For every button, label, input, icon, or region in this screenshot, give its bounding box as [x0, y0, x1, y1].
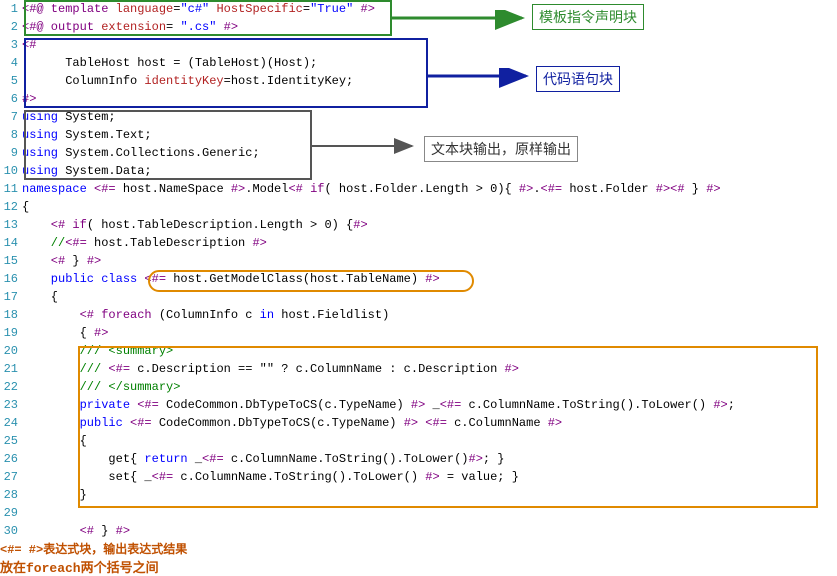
line-number: 30 [0, 522, 18, 540]
line-number: 2 [0, 18, 18, 36]
line-number: 7 [0, 108, 18, 126]
line-number: 17 [0, 288, 18, 306]
line-number: 15 [0, 252, 18, 270]
callout-text-output: 文本块输出，原样输出 [424, 136, 578, 162]
callout-template-directive: 模板指令声明块 [532, 4, 644, 30]
callout-foreach: 放在foreach两个括号之间 [0, 557, 837, 576]
line-number: 4 [0, 54, 18, 72]
line-number: 8 [0, 126, 18, 144]
line-number: 11 [0, 180, 18, 198]
line-number: 12 [0, 198, 18, 216]
line-number: 21 [0, 360, 18, 378]
line-number: 29 [0, 504, 18, 522]
line-number: 13 [0, 216, 18, 234]
line-number: 3 [0, 36, 18, 54]
code-line: <#@ template language="c#" HostSpecific=… [22, 0, 837, 18]
line-number: 25 [0, 432, 18, 450]
line-number: 22 [0, 378, 18, 396]
code-line: <#@ output extension= ".cs" #> [22, 18, 837, 36]
line-number: 1 [0, 0, 18, 18]
code-area[interactable]: <#@ template language="c#" HostSpecific=… [22, 0, 837, 540]
callout-code-block: 代码语句块 [536, 66, 620, 92]
line-number: 16 [0, 270, 18, 288]
line-number: 14 [0, 234, 18, 252]
line-number: 20 [0, 342, 18, 360]
line-number: 6 [0, 90, 18, 108]
line-number: 9 [0, 144, 18, 162]
code-editor: 1 2 3 4 5 6 7 8 9 10 11 12 13 14 15 16 1… [0, 0, 837, 540]
line-number: 24 [0, 414, 18, 432]
line-number-gutter: 1 2 3 4 5 6 7 8 9 10 11 12 13 14 15 16 1… [0, 0, 22, 540]
line-number: 5 [0, 72, 18, 90]
line-number: 18 [0, 306, 18, 324]
line-number: 28 [0, 486, 18, 504]
line-number: 23 [0, 396, 18, 414]
line-number: 19 [0, 324, 18, 342]
line-number: 10 [0, 162, 18, 180]
line-number: 26 [0, 450, 18, 468]
line-number: 27 [0, 468, 18, 486]
callout-expression-block: <#= #>表达式块，输出表达式结果 [0, 540, 837, 557]
